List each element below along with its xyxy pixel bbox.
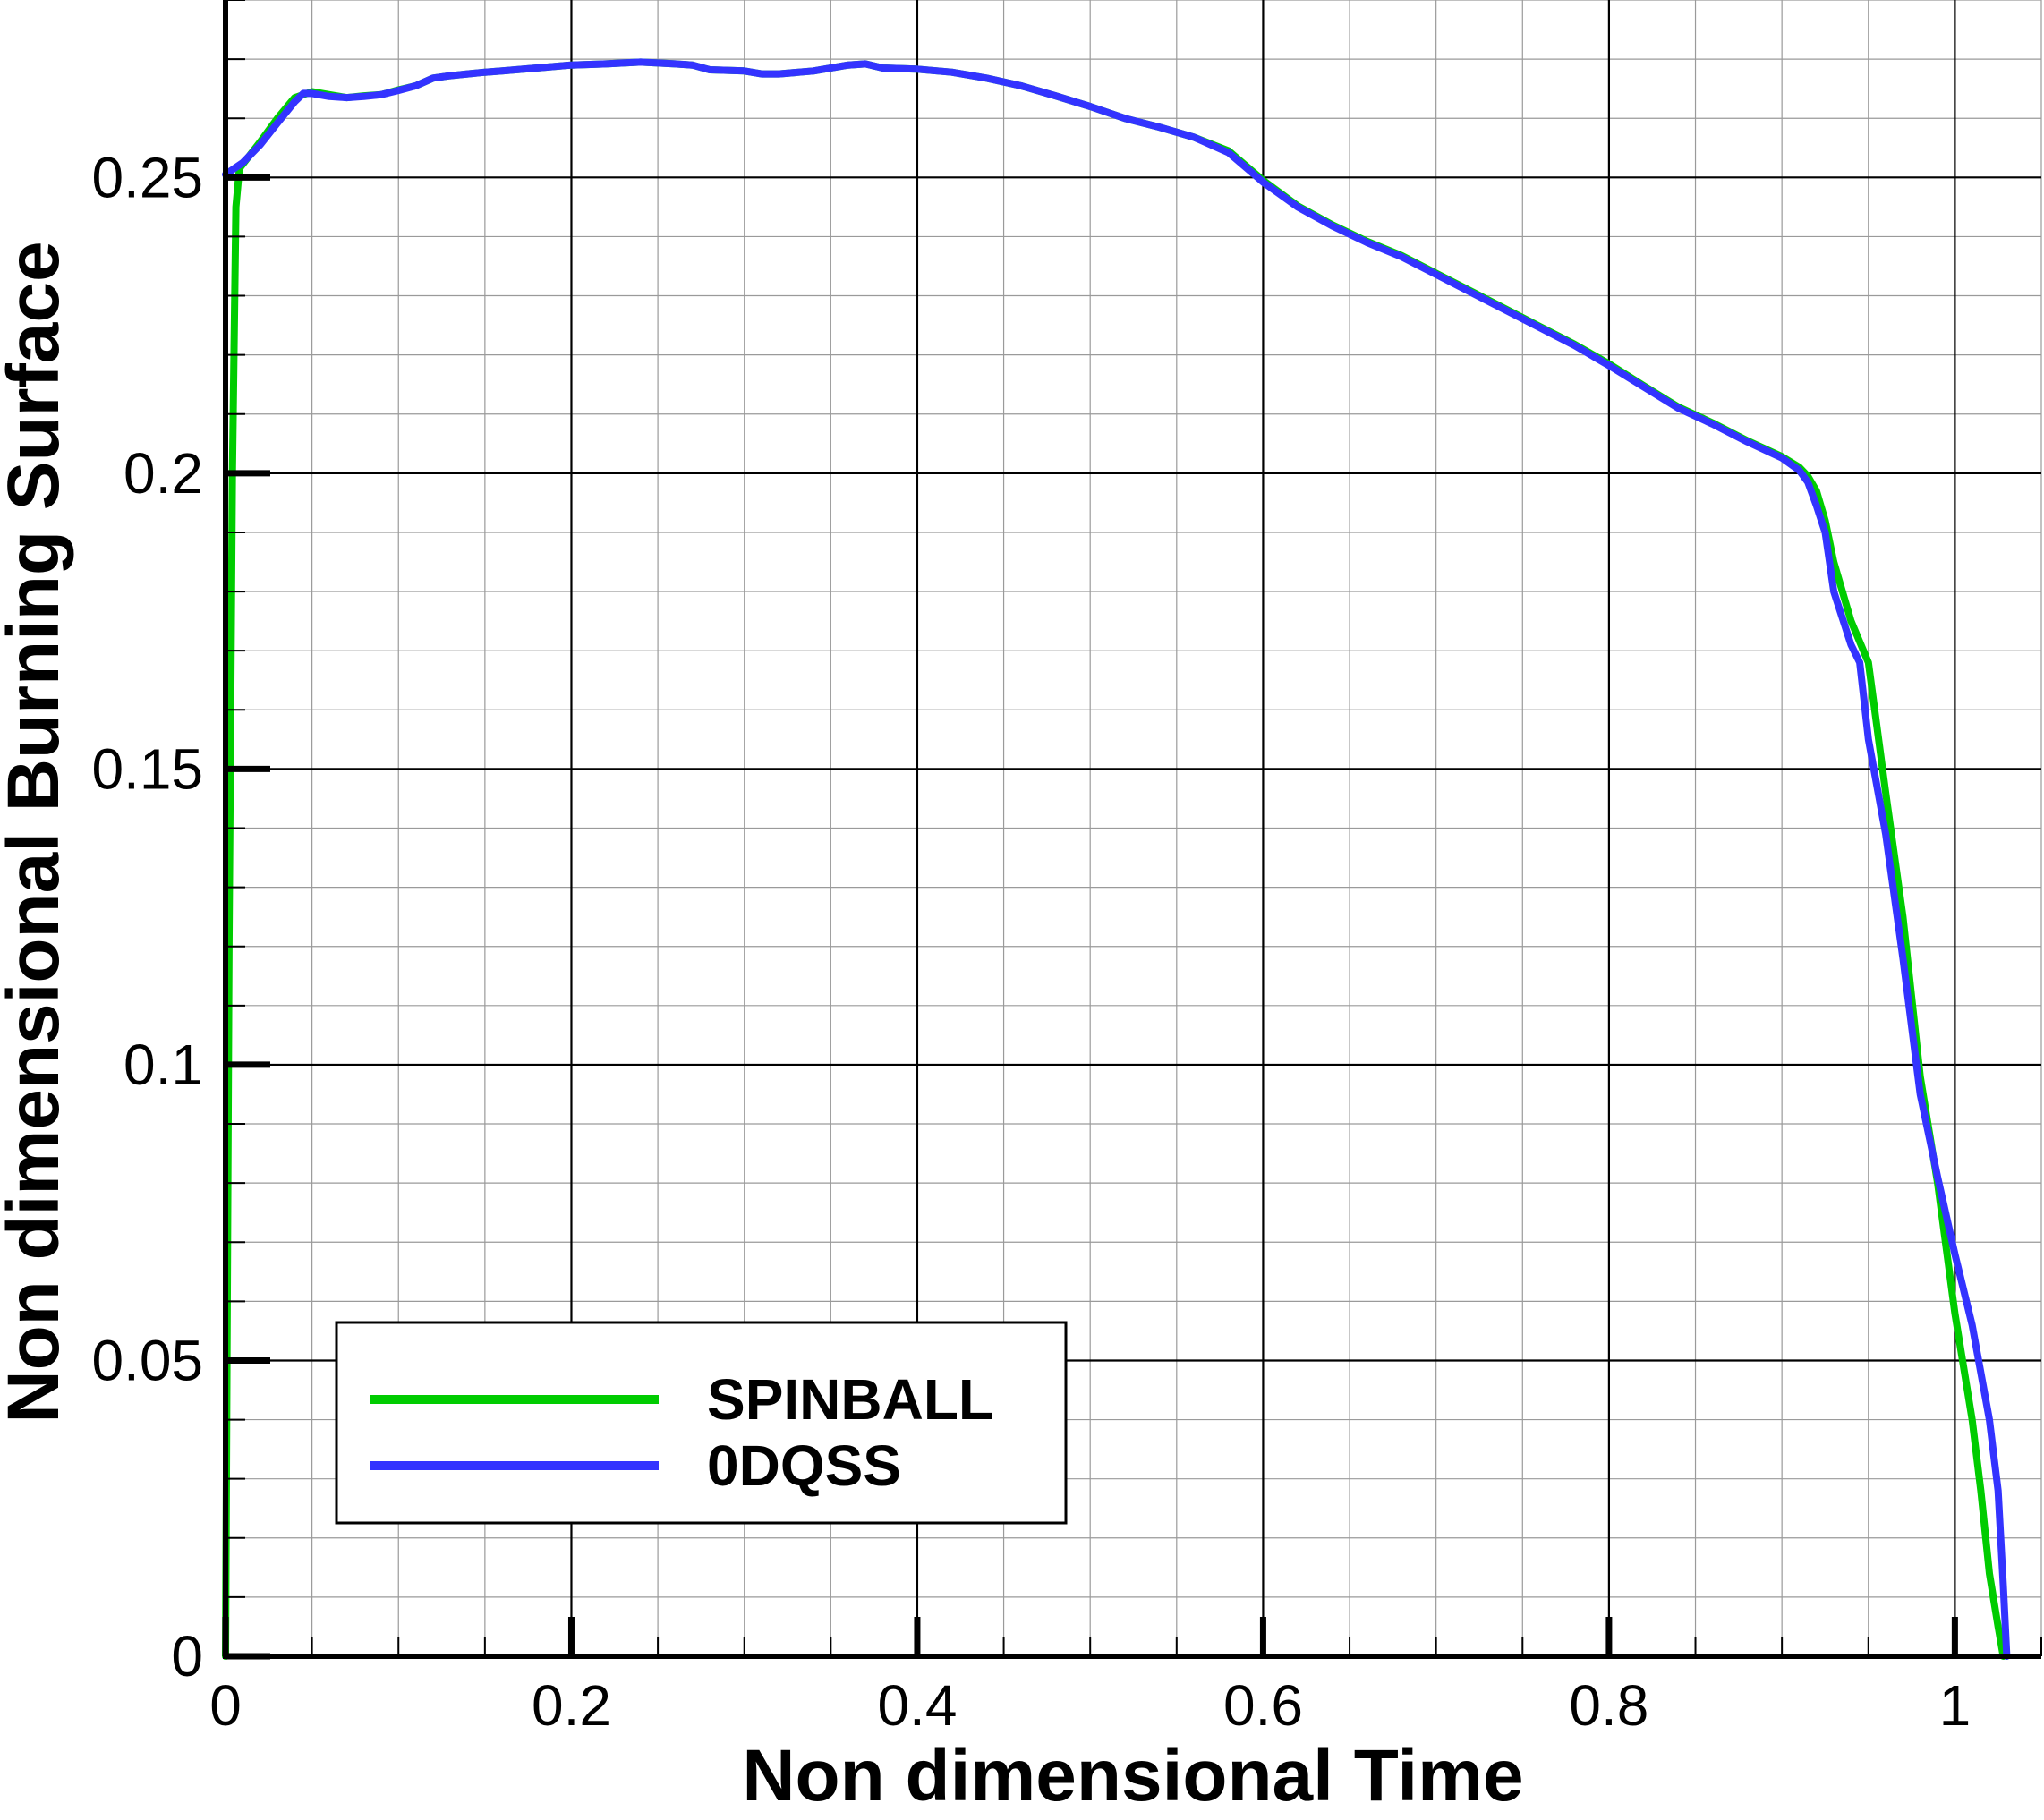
axes-layer <box>222 0 2042 1660</box>
legend-label-0dqss: 0DQSS <box>707 1433 901 1498</box>
y-tick-label: 0.25 <box>91 145 203 209</box>
tick-labels: 0 0.2 0.4 0.6 0.8 1 0 0.05 0.1 0.15 0.2 0.25 <box>91 145 1971 1738</box>
x-tick-label: 1 <box>1939 1673 1972 1738</box>
y-tick-label: 0.15 <box>91 736 203 801</box>
series-line-0dqss <box>222 58 2011 1660</box>
y-axis-title: Non dimensional Burning Surface <box>0 241 74 1423</box>
x-tick-label: 0.6 <box>1223 1673 1303 1738</box>
x-tick-label: 0.2 <box>532 1673 611 1738</box>
legend: SPINBALL 0DQSS <box>335 1321 1068 1525</box>
x-tick-label: 0.8 <box>1569 1673 1648 1738</box>
x-axis-title: Non dimensional Time <box>742 1735 1523 1816</box>
y-tick-label: 0.2 <box>123 441 203 506</box>
legend-label-spinball: SPINBALL <box>707 1367 993 1432</box>
legend-box <box>335 1321 1068 1525</box>
y-tick-label: 0.05 <box>91 1328 203 1392</box>
x-tick-label: 0.4 <box>877 1673 957 1738</box>
x-tick-label: 0 <box>209 1673 242 1738</box>
y-tick-label: 0.1 <box>123 1033 203 1097</box>
major-grid <box>226 0 2041 1656</box>
y-tick-label: 0 <box>171 1624 203 1688</box>
series-layer <box>222 58 2011 1660</box>
